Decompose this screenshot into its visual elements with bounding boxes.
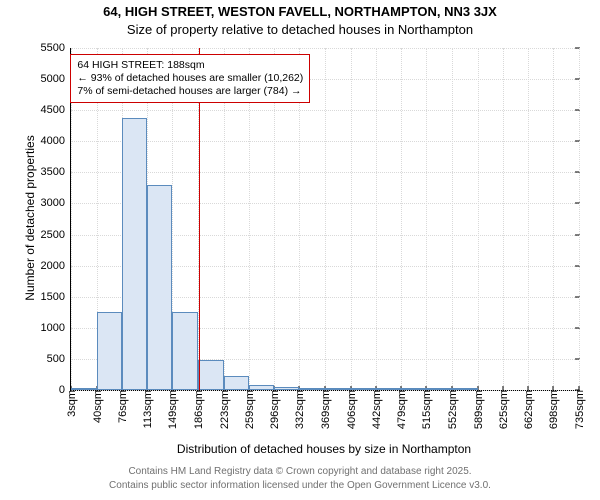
xtick-label: 735sqm [572, 390, 586, 429]
chart-title-2: Size of property relative to detached ho… [0, 22, 600, 37]
xtick-label: 552sqm [445, 390, 459, 429]
histogram-bar [122, 118, 148, 390]
ytick-label: 5500 [41, 42, 71, 54]
gridline-v [528, 48, 529, 390]
histogram-bar [351, 388, 376, 390]
gridline-v [503, 48, 504, 390]
ytick-label: 500 [47, 353, 71, 365]
gridline-v [553, 48, 554, 390]
histogram-bar [376, 388, 402, 390]
xtick-label: 259sqm [242, 390, 256, 429]
annotation-line-2: ← 93% of detached houses are smaller (10… [77, 72, 303, 85]
histogram-bar [452, 388, 478, 390]
xtick-label: 113sqm [140, 390, 154, 428]
gridline-v [351, 48, 352, 390]
gridline-v [376, 48, 377, 390]
annotation-line-3: 7% of semi-detached houses are larger (7… [77, 85, 303, 98]
gridline-v [579, 48, 580, 390]
histogram-bar [198, 360, 224, 390]
ytick-label: 4500 [41, 104, 71, 116]
ytick-label: 4000 [41, 135, 71, 147]
xtick-label: 40sqm [90, 390, 104, 423]
chart-container: { "title_line1": "64, HIGH STREET, WESTO… [0, 0, 600, 500]
xtick-label: 296sqm [267, 390, 281, 429]
annotation-line-1: 64 HIGH STREET: 188sqm [77, 59, 303, 72]
xtick-label: 149sqm [165, 390, 179, 429]
y-axis-label: Number of detached properties [23, 68, 37, 368]
footer-line-2: Contains public sector information licen… [0, 480, 600, 491]
annotation-box: 64 HIGH STREET: 188sqm ← 93% of detached… [70, 54, 310, 103]
xtick-label: 589sqm [471, 390, 485, 429]
histogram-bar [401, 388, 426, 390]
gridline-v [401, 48, 402, 390]
histogram-bar [224, 376, 249, 390]
xtick-label: 186sqm [191, 390, 205, 429]
gridline-v [426, 48, 427, 390]
histogram-bar [97, 312, 122, 390]
xtick-label: 442sqm [369, 390, 383, 429]
ytick-label: 2500 [41, 229, 71, 241]
xtick-label: 223sqm [217, 390, 231, 429]
footer-line-1: Contains HM Land Registry data © Crown c… [0, 466, 600, 477]
histogram-bar [325, 388, 351, 390]
ytick-label: 5000 [41, 73, 71, 85]
histogram-bar [249, 385, 275, 390]
ytick-label: 2000 [41, 260, 71, 272]
xtick-label: 3sqm [64, 390, 78, 417]
xtick-label: 625sqm [496, 390, 510, 429]
xtick-label: 332sqm [292, 390, 306, 429]
gridline-v [325, 48, 326, 390]
xtick-label: 76sqm [115, 390, 129, 423]
histogram-bar [147, 185, 172, 390]
xtick-label: 479sqm [394, 390, 408, 429]
histogram-bar [274, 387, 299, 390]
gridline-v [478, 48, 479, 390]
ytick-label: 3500 [41, 166, 71, 178]
chart-title-1: 64, HIGH STREET, WESTON FAVELL, NORTHAMP… [0, 4, 600, 19]
x-axis-label: Distribution of detached houses by size … [70, 442, 578, 456]
histogram-bar [299, 388, 325, 390]
histogram-bar [426, 388, 452, 390]
histogram-bar [172, 312, 198, 390]
ytick-label: 1000 [41, 322, 71, 334]
xtick-label: 698sqm [546, 390, 560, 429]
histogram-bar [71, 388, 97, 390]
xtick-label: 515sqm [419, 390, 433, 429]
gridline-v [452, 48, 453, 390]
ytick-label: 3000 [41, 197, 71, 209]
xtick-label: 406sqm [344, 390, 358, 429]
xtick-label: 369sqm [318, 390, 332, 429]
xtick-label: 662sqm [521, 390, 535, 429]
ytick-label: 1500 [41, 291, 71, 303]
